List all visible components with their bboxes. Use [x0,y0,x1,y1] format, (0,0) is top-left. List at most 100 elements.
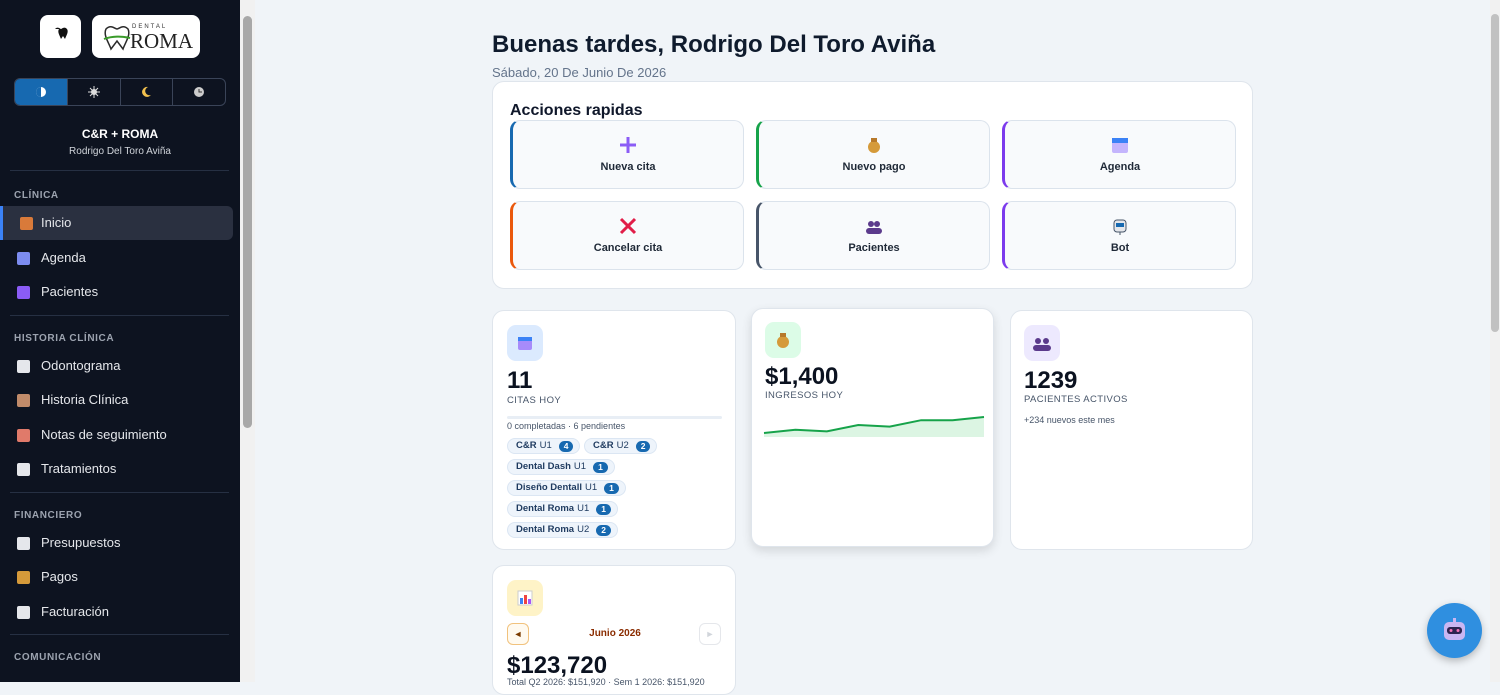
nav-icon [17,571,30,584]
divider [10,634,229,635]
nav-icon [20,217,33,230]
appointments-label: CITAS HOY [507,395,562,406]
chip-count: 2 [596,524,611,536]
quick-action-button[interactable]: Nuevo pago [756,120,990,189]
calendar-icon [507,325,543,361]
section-title: COMUNICACIÓN [14,652,102,663]
money-icon [765,322,801,358]
chip-clinic: C&R [516,440,537,451]
chatbot-button[interactable] [1427,603,1482,658]
chip-clinic: Dental Roma [516,524,575,535]
chip-clinic: Dental Roma [516,503,575,514]
nav-item[interactable]: Pacientes [0,275,233,309]
divider [10,170,229,171]
next-month[interactable]: ► [699,623,721,645]
prev-month[interactable]: ◄ [507,623,529,645]
quick-action-button[interactable]: Bot [1002,201,1236,270]
patients-count: 1239 [1024,367,1078,394]
logo: DENTAL ROMA [92,15,200,58]
income-value: $1,400 [765,363,839,390]
nav-item[interactable]: Inicio [0,206,233,240]
action-label: Pacientes [848,242,900,254]
theme-schedule[interactable] [172,79,225,105]
nav-item[interactable]: Pagos [0,560,233,594]
nav-item[interactable]: Odontograma [0,349,233,383]
scrollbar [240,0,255,682]
nav-icon [17,605,30,619]
clinic-chip[interactable]: Diseño Dentall U1 1 [507,480,626,496]
chip-unit: U1 [585,482,598,493]
chip-count: 4 [558,440,574,452]
logo-mark [103,26,131,51]
action-label: Cancelar cita [593,242,663,254]
nav-item[interactable]: Facturación [0,595,233,629]
page-scrollbar [1490,0,1500,682]
clinic-chip[interactable]: C&R U2 2 [584,438,658,454]
revenue-value: $123,720 [507,652,608,679]
chip-count: 1 [593,461,608,473]
divider [10,314,229,316]
action-icon [1112,138,1128,153]
quick-action-button[interactable]: Agenda [1002,120,1236,189]
quick-action-button[interactable]: Cancelar cita [510,201,744,270]
income-card: $1,400 INGRESOS HOY [751,308,994,547]
sparkline [763,416,985,434]
section-title: HISTORIA CLÍNICA [14,332,115,344]
appointments-card: 11 CITAS HOY 0 completadas · 6 pendiente… [492,310,736,550]
chip-unit: U2 [577,524,590,535]
action-label: Nueva cita [600,161,656,173]
logo-icon [40,15,81,58]
action-icon [620,137,636,153]
chip-count: 2 [635,440,651,452]
theme-dark[interactable] [119,79,173,105]
theme-auto[interactable] [15,79,67,105]
nav-item[interactable]: Presupuestos [0,526,233,560]
date: Sábado, 20 De Junio De 2026 [492,65,667,80]
divider [10,491,229,493]
clinic-chip[interactable]: Dental Roma U1 1 [507,501,618,517]
scroll-thumb[interactable] [243,16,252,428]
action-label: Agenda [1099,161,1141,173]
clinic-chip[interactable]: C&R U1 4 [507,438,581,454]
theme-light[interactable] [66,79,120,105]
section-title: CLÍNICA [14,190,59,201]
section-title: FINANCIERO [14,509,83,521]
clinic-name: C&R + ROMA [81,127,159,141]
clinic-chip[interactable]: Dental Roma U2 2 [507,522,618,538]
appointments-count: 11 [507,367,533,394]
nav-icon [17,251,30,265]
chip-unit: U1 [573,461,587,472]
nav-icon [17,394,30,407]
chip-unit: U1 [577,503,590,514]
action-icon [868,138,880,153]
appointments-summary: 0 completadas · 6 pendientes [507,421,626,431]
clinic-chip[interactable]: Dental Dash U1 1 [507,459,615,475]
patients-icon [1024,325,1060,361]
chip-unit: U1 [539,440,552,451]
action-icon [1113,219,1127,235]
sidebar: DENTAL ROMA C&R + ROMA Rodrigo Del Toro … [0,0,240,682]
nav-item[interactable]: Tratamientos [0,452,233,486]
quick-action-button[interactable]: Nueva cita [510,120,744,189]
nav-item[interactable]: Agenda [0,241,233,275]
nav-item[interactable]: Historia Clínica [0,383,233,417]
chart-icon [507,580,543,616]
greeting: Buenas tardes, Rodrigo Del Toro Aviña [492,31,936,58]
user-name: Rodrigo Del Toro Aviña [69,146,171,157]
revenue-footnote: Total Q2 2026: $151,920 · Sem 1 2026: $1… [507,677,705,687]
nav-item[interactable]: Notas de seguimiento [0,418,233,452]
quick-action-button[interactable]: Pacientes [756,201,990,270]
page-scroll-thumb[interactable] [1491,14,1499,332]
chip-clinic: C&R [593,440,614,451]
progress-bar [507,416,722,419]
income-sparkline [763,416,985,437]
nav-icon [17,428,30,442]
nav-icon [17,463,30,476]
action-icon [866,221,882,234]
income-label: INGRESOS HOY [765,390,844,401]
chip-unit: U2 [616,440,629,451]
logo-brand: ROMA [130,29,194,53]
tooth-icon [55,27,68,39]
chip-count: 1 [604,482,619,494]
